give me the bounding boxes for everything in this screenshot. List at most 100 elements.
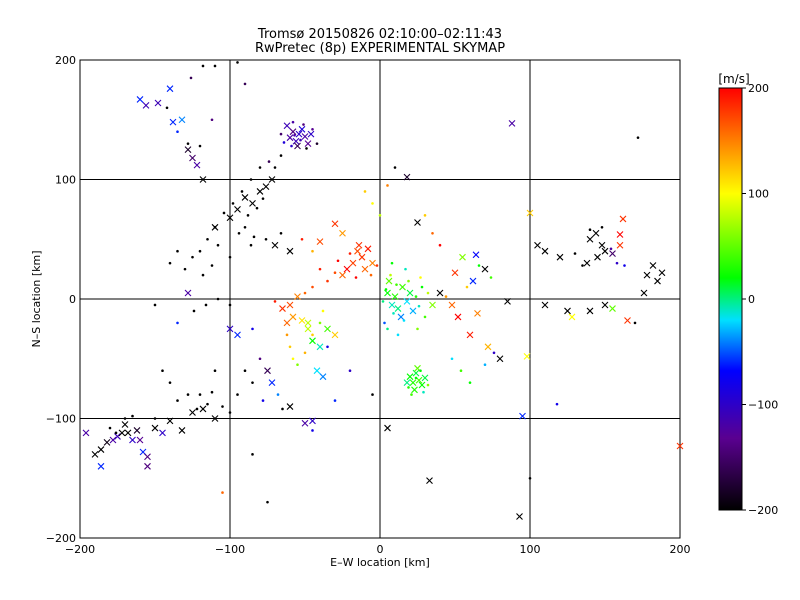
data-point-x-marker — [385, 277, 393, 285]
data-point-dot-marker — [186, 142, 190, 145]
data-point-dot-marker — [261, 399, 265, 402]
data-point-dot-marker — [279, 132, 283, 136]
data-point-x-marker — [234, 331, 241, 339]
x-tick-label: 200 — [670, 543, 691, 556]
data-point-dot-marker — [404, 267, 407, 271]
data-point-x-marker — [144, 462, 151, 470]
data-point-x-marker — [397, 313, 405, 321]
colorbar-tick-label: 200 — [748, 82, 769, 95]
data-point-dot-marker — [609, 247, 613, 251]
data-point-dot-marker — [237, 231, 241, 235]
data-point-dot-marker — [243, 369, 247, 373]
data-point-dot-marker — [311, 429, 314, 432]
data-point-dot-marker — [305, 147, 308, 150]
data-point-dot-marker — [371, 393, 374, 396]
data-point-x-marker — [298, 317, 306, 324]
data-point-x-marker — [324, 325, 331, 333]
data-point-x-marker — [211, 223, 219, 231]
data-point-x-marker — [286, 403, 294, 410]
data-point-dot-marker — [114, 431, 118, 435]
data-point-dot-marker — [204, 303, 208, 307]
data-point-dot-marker — [296, 363, 299, 367]
data-point-x-marker — [307, 130, 315, 138]
data-point-x-marker — [289, 313, 297, 321]
data-point-dot-marker — [291, 120, 295, 124]
data-point-dot-marker — [395, 283, 398, 286]
colorbar-label: [m/s] — [718, 72, 749, 86]
data-point-x-marker — [268, 379, 276, 387]
data-point-dot-marker — [326, 279, 329, 283]
x-tick-label: −100 — [215, 543, 245, 556]
data-point-dot-marker — [231, 202, 235, 205]
data-point-dot-marker — [168, 261, 172, 265]
data-point-x-marker — [523, 352, 531, 360]
y-tick-label: 0 — [69, 293, 76, 306]
colorbar-tick-label: 100 — [748, 188, 769, 201]
data-point-x-marker — [568, 313, 576, 321]
data-point-x-marker — [189, 154, 196, 162]
data-point-x-marker — [97, 446, 105, 453]
data-point-x-marker — [403, 173, 411, 181]
data-point-x-marker — [421, 374, 429, 382]
data-point-x-marker — [384, 424, 391, 432]
x-axis-label: E–W location [km] — [330, 556, 430, 569]
data-point-dot-marker — [282, 141, 286, 144]
data-point-dot-marker — [216, 243, 220, 247]
data-point-dot-marker — [198, 393, 202, 396]
data-point-x-marker — [534, 241, 541, 249]
x-tick-label: −200 — [65, 543, 95, 556]
data-point-dot-marker — [210, 264, 214, 267]
data-point-dot-marker — [489, 276, 493, 279]
data-point-x-marker — [403, 298, 411, 305]
data-point-x-marker — [391, 293, 399, 300]
data-point-dot-marker — [431, 231, 434, 235]
data-point-dot-marker — [402, 319, 406, 322]
data-point-dot-marker — [414, 295, 418, 298]
data-point-dot-marker — [414, 376, 418, 380]
data-point-dot-marker — [407, 279, 410, 283]
data-point-x-marker — [676, 442, 684, 450]
data-point-x-marker — [234, 205, 241, 213]
data-point-x-marker — [349, 259, 357, 267]
data-point-dot-marker — [483, 363, 487, 367]
data-point-x-marker — [354, 247, 361, 255]
data-point-dot-marker — [384, 288, 388, 291]
data-point-x-marker — [516, 513, 523, 520]
data-point-dot-marker — [363, 190, 367, 193]
data-point-x-marker — [136, 436, 144, 444]
data-point-x-marker — [264, 367, 271, 375]
data-point-dot-marker — [383, 321, 386, 325]
data-point-dot-marker — [228, 411, 232, 414]
data-point-x-marker — [583, 259, 591, 267]
data-point-dot-marker — [419, 369, 422, 373]
data-point-x-marker — [319, 373, 327, 381]
data-point-x-marker — [292, 137, 300, 145]
data-point-dot-marker — [258, 357, 262, 361]
data-point-dot-marker — [201, 273, 205, 277]
data-point-dot-marker — [243, 226, 247, 229]
data-point-dot-marker — [251, 327, 254, 331]
data-point-dot-marker — [381, 300, 385, 303]
data-point-x-marker — [189, 409, 196, 416]
data-point-dot-marker — [354, 276, 358, 279]
data-point-dot-marker — [600, 226, 604, 229]
data-point-dot-marker — [131, 414, 134, 418]
data-point-x-marker — [361, 265, 369, 273]
data-point-x-marker — [541, 247, 549, 255]
data-point-x-marker — [294, 142, 301, 150]
data-point-x-marker — [355, 241, 363, 249]
data-point-x-marker — [469, 277, 477, 285]
data-point-x-marker — [331, 331, 339, 339]
data-point-x-marker — [640, 289, 648, 297]
data-point-dot-marker — [153, 417, 157, 420]
data-point-x-marker — [184, 289, 192, 297]
data-point-x-marker — [343, 265, 351, 273]
data-point-dot-marker — [390, 261, 394, 265]
grid-layer — [80, 60, 680, 538]
data-point-x-marker — [121, 421, 129, 428]
data-point-dot-marker — [228, 303, 232, 307]
data-point-dot-marker — [389, 273, 392, 277]
data-point-x-marker — [414, 219, 421, 226]
data-point-dot-marker — [176, 249, 179, 253]
